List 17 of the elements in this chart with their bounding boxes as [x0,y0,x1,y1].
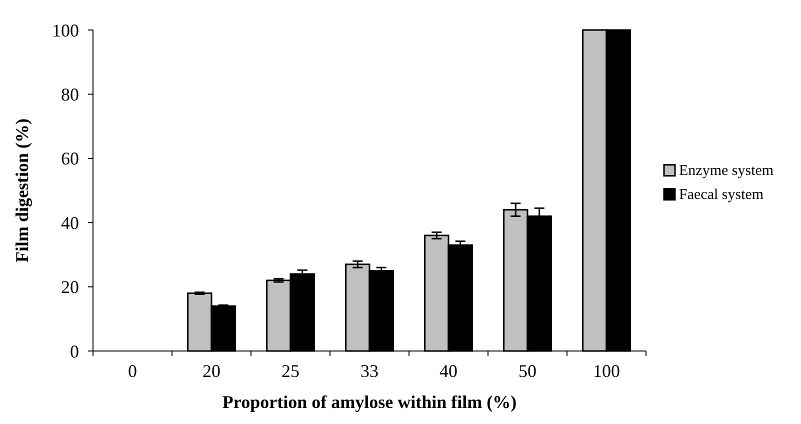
y-tick-label: 100 [52,20,79,40]
x-tick-label: 20 [202,361,220,381]
y-tick-label: 60 [61,148,79,169]
x-tick-label: 25 [282,361,300,381]
x-tick-label: 33 [360,361,378,381]
x-tick-label: 100 [593,361,620,381]
legend-label: Enzyme system [679,162,774,179]
y-axis-title: Film digestion (%) [12,118,32,262]
legend-label: Faecal system [679,186,764,203]
y-tick-label: 80 [61,84,79,104]
y-tick-label: 20 [61,277,79,298]
x-axis-title: Proportion of amylose within film (%) [222,392,517,412]
y-tick-label: 40 [61,212,79,233]
x-tick-label: 40 [440,361,458,381]
x-tick-label: 50 [518,361,536,381]
x-tick-label: 0 [128,361,137,381]
y-tick-label: 0 [70,341,79,362]
